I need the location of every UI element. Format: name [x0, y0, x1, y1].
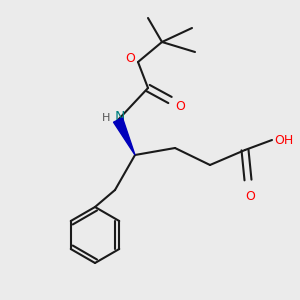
- Text: H: H: [102, 113, 110, 123]
- Polygon shape: [113, 118, 135, 155]
- Text: O: O: [175, 100, 185, 112]
- Text: O: O: [125, 52, 135, 64]
- Text: N: N: [115, 110, 125, 124]
- Text: O: O: [245, 190, 255, 203]
- Text: OH: OH: [274, 134, 294, 146]
